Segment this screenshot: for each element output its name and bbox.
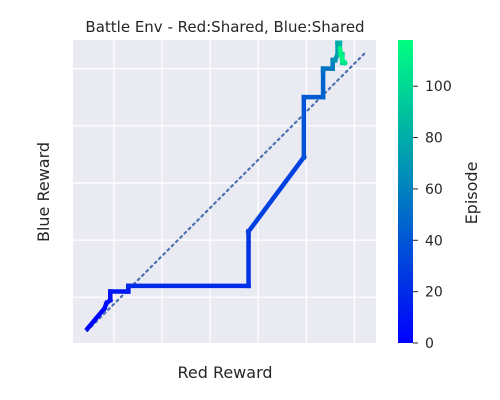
colorbar-tick-label: 20 — [425, 285, 443, 301]
colorbar-ticks: 0 20 40 60 80 100 — [413, 79, 452, 352]
colorbar — [398, 40, 413, 343]
reward-trajectory — [84, 40, 348, 332]
y-axis-label: Blue Reward — [34, 142, 53, 242]
colorbar-tick-label: 80 — [425, 131, 443, 147]
colorbar-tick-label: 40 — [425, 233, 443, 249]
colorbar-tick-label: 60 — [425, 182, 443, 198]
trajectory-segment — [245, 154, 308, 235]
colorbar-tick-label: 0 — [425, 336, 434, 352]
x-axis-label: Red Reward — [177, 363, 272, 382]
trajectory-segment — [84, 305, 108, 332]
colorbar-label: Episode — [462, 162, 481, 225]
chart-title: Battle Env - Red:Shared, Blue:Shared — [85, 18, 364, 36]
trajectory-segment — [337, 45, 345, 63]
colorbar-tick-label: 100 — [425, 79, 452, 95]
